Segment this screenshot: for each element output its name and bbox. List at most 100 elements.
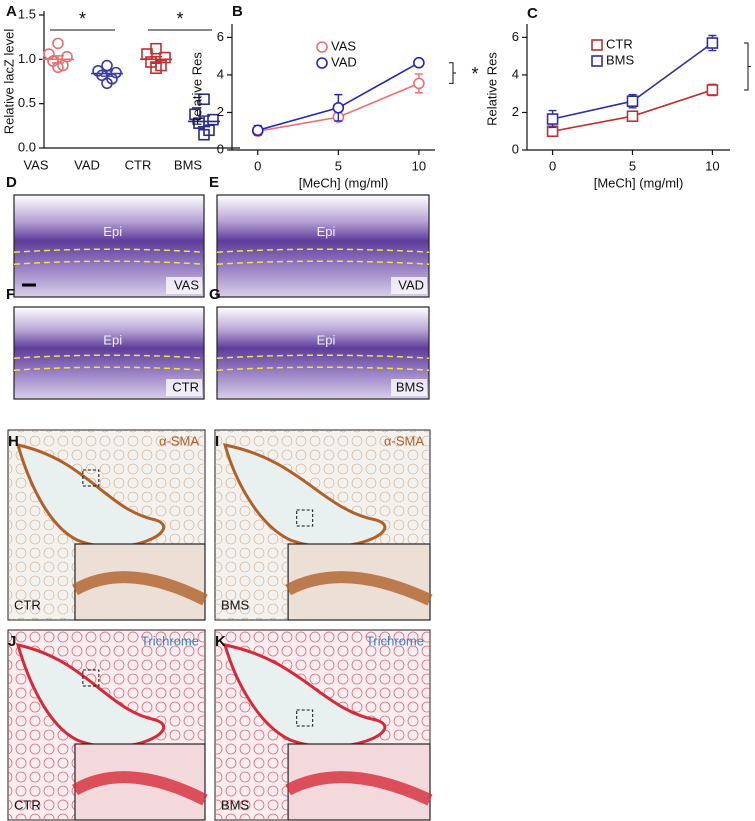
basement-line [13,366,205,371]
significance-star: * [176,9,183,29]
airway [222,643,387,749]
x-axis-label: [MeCh] (mg/ml) [594,175,684,190]
image-panel: Epi VAS [13,194,205,298]
image-panel: Epi CTR [13,306,205,400]
airway [222,443,387,549]
error-bar [52,55,64,64]
stain-label: α-SMA [159,433,199,448]
image-panel: α-SMA BMS [214,429,433,621]
basement-line [13,248,205,253]
x-tick-label: VAS [23,157,48,172]
panel-letter: C [527,5,538,22]
marker [413,56,425,69]
group-label: VAD [398,277,424,292]
legend-label: VAD [331,54,357,69]
marker [110,66,122,79]
x-axis-label: [MeCh] (mg/ml) [299,175,389,190]
panel-letter: A [6,3,17,20]
error-bar [198,115,210,128]
marker [626,110,639,123]
x-tick-label: CTR [125,157,152,172]
y-tick-label: 6 [512,29,519,44]
image-panel: Epi BMS [216,306,430,400]
region-label: Epi [317,224,336,239]
group-label: VAS [174,277,199,292]
marker [251,124,264,137]
marker [198,93,210,106]
label-bg [391,277,427,294]
marker [52,37,64,50]
y-tick-label: 4 [512,66,519,81]
y-tick-label: 1.0 [18,51,36,66]
marker [159,51,171,64]
image-panel: Trichrome BMS [214,629,433,821]
basement-line [13,260,205,265]
panel-letter: H [8,433,19,450]
inset-tissue [285,771,433,806]
panel-letter: G [209,286,221,303]
marker [150,62,162,75]
x-tick-label: 10 [412,158,426,173]
basement-line [216,366,430,371]
y-tick-label: 0 [512,141,519,156]
legend-marker [591,55,603,67]
significance-bracket [449,62,456,84]
group-label: BMS [396,379,425,394]
image-panel: Epi VAD [216,194,430,298]
marker [706,37,719,49]
marker [626,95,639,107]
group-label: BMS [221,597,250,612]
marker [332,101,345,114]
marker [413,77,425,90]
airway [15,642,165,749]
panel-letter: I [215,433,219,450]
basement-line [216,354,430,359]
legend-label: VAS [331,38,356,53]
legend-marker [316,57,328,69]
significance-bracket [744,42,751,91]
legend-label: BMS [606,52,635,67]
inset-tissue [71,771,208,806]
group-label: CTR [14,597,41,612]
label-bg [391,379,427,396]
image-panel: α-SMA CTR [7,429,208,621]
label-bg [166,379,202,396]
x-tick-label: VAD [74,157,100,172]
stain-label: Trichrome [366,633,424,648]
basement-line [216,260,430,265]
error-bar [150,55,162,63]
basement-line [13,354,205,359]
group-label: CTR [172,379,199,394]
group-label: CTR [14,797,41,812]
marker [706,84,719,96]
x-tick-label: 5 [629,158,636,173]
panel-letter: B [232,3,243,20]
panel-letter: D [6,174,17,191]
marker [101,77,113,90]
image-panel: Trichrome CTR [7,629,208,821]
panel-letter: E [209,174,219,191]
region-label: Epi [103,224,122,239]
significance-star: * [471,64,478,84]
x-tick-label: 5 [335,158,342,173]
x-tick-label: BMS [174,157,203,172]
error-bar [101,70,113,77]
label-bg [166,277,202,294]
region-label: Epi [103,332,122,347]
y-axis-label: Relative Res [189,52,204,126]
marker [198,128,210,141]
y-tick-label: 6 [217,29,224,44]
legend-marker [316,41,328,53]
roi-box [296,709,314,727]
panel-letter: K [215,633,226,650]
roi-box [82,469,100,487]
panel-letter: J [8,633,16,650]
marker [546,113,559,125]
inset-tissue [285,571,433,606]
x-tick-label: 0 [549,158,556,173]
region-label: Epi [317,332,336,347]
x-tick-label: 10 [705,158,719,173]
legend-marker [591,39,603,51]
y-tick-label: 4 [217,66,224,81]
